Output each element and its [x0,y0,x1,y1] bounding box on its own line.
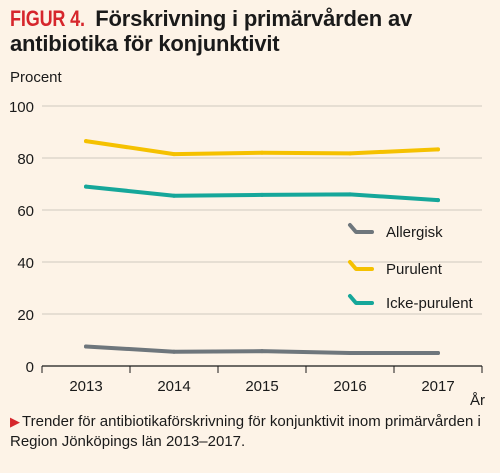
line-chart: 0 20 40 60 80 100 2013 2014 2015 2016 2017 Allergi… [9,69,485,409]
y-axis-label: Procent [10,69,63,86]
data-point [260,349,264,354]
x-tick-label: 2013 [69,378,102,395]
legend-label: Purulent [386,261,443,278]
legend-swatch [348,260,374,271]
data-point [84,184,88,189]
caption-arrow-icon: ▶ [10,414,20,429]
x-axis-label: År [470,392,485,409]
legend-label: Icke-purulent [386,295,474,312]
legend-swatch [348,223,374,234]
legend-label: Allergisk [386,224,443,241]
y-tick-label: 80 [17,151,34,168]
data-point [436,351,440,355]
title-text: Förskrivning i primärvården av antibioti… [10,6,413,56]
data-point [84,139,88,144]
x-tick-label: 2014 [157,378,190,395]
data-point [172,152,176,157]
data-point [436,147,440,152]
data-point [172,193,176,198]
legend: Allergisk Purulent Icke-purulent [348,223,474,312]
series [84,139,440,355]
data-point [348,151,352,156]
y-tick-label: 100 [9,99,34,116]
y-tick-label: 20 [17,307,34,324]
data-point [348,351,352,355]
data-point [348,192,352,197]
grid [42,105,482,315]
y-tick-label: 0 [26,359,34,376]
figure-label: FIGUR 4. [10,6,85,31]
caption: ▶ Trender för antibiotikaförskrivning för… [10,412,490,452]
y-tick-label: 60 [17,203,34,220]
data-point [172,349,176,354]
x-tick-label: 2017 [421,378,454,395]
data-point [436,198,440,203]
legend-swatch [348,294,374,305]
chart-title: FIGUR 4. Förskrivning i primärvården av … [10,6,490,56]
x-tick-label: 2015 [245,378,278,395]
data-point [260,150,264,155]
y-tick-label: 40 [17,255,34,272]
x-tick-label: 2016 [333,378,366,395]
axes: 0 20 40 60 80 100 2013 2014 2015 2016 2017 [9,99,483,395]
data-point [260,192,264,197]
data-point [84,344,88,349]
caption-text: Trender för antibiotikaförskrivning för … [10,413,481,450]
